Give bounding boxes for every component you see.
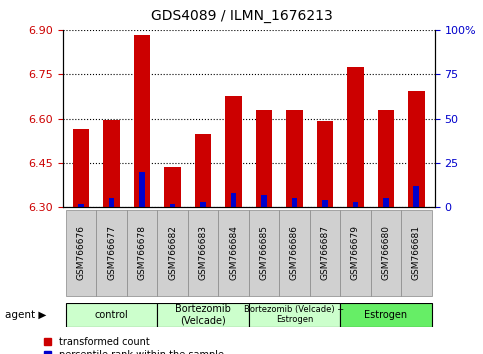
Bar [66, 210, 96, 296]
Bar [103, 120, 120, 207]
Bar [347, 67, 364, 207]
Bar [249, 303, 340, 327]
Bar [157, 210, 188, 296]
Text: GSM766687: GSM766687 [320, 225, 329, 280]
Bar [157, 303, 249, 327]
Text: GSM766679: GSM766679 [351, 225, 360, 280]
Bar [340, 303, 432, 327]
Bar [170, 204, 175, 207]
Bar [218, 210, 249, 296]
Bar [127, 210, 157, 296]
Bar [134, 35, 150, 207]
Bar [413, 186, 419, 207]
Bar [322, 200, 328, 207]
Bar [256, 110, 272, 207]
Text: GSM766678: GSM766678 [138, 225, 146, 280]
Bar [279, 210, 310, 296]
Bar [378, 110, 394, 207]
Bar [408, 91, 425, 207]
Bar [73, 129, 89, 207]
Bar [109, 198, 114, 207]
Text: GSM766683: GSM766683 [199, 225, 208, 280]
Text: Bortezomib (Velcade) +
Estrogen: Bortezomib (Velcade) + Estrogen [244, 305, 344, 324]
Bar [286, 110, 303, 207]
Bar [370, 210, 401, 296]
Bar [310, 210, 340, 296]
Text: GSM766686: GSM766686 [290, 225, 299, 280]
Bar [316, 121, 333, 207]
Text: GSM766684: GSM766684 [229, 225, 238, 280]
Text: control: control [95, 310, 128, 320]
Bar [78, 204, 84, 207]
Bar [383, 198, 389, 207]
Text: GSM766681: GSM766681 [412, 225, 421, 280]
Bar [230, 193, 237, 207]
Bar [292, 198, 298, 207]
Text: GSM766680: GSM766680 [382, 225, 390, 280]
Text: GDS4089 / ILMN_1676213: GDS4089 / ILMN_1676213 [151, 9, 332, 23]
Bar [66, 303, 157, 327]
Text: GSM766677: GSM766677 [107, 225, 116, 280]
Text: agent ▶: agent ▶ [5, 310, 46, 320]
Text: GSM766682: GSM766682 [168, 225, 177, 280]
Text: GSM766685: GSM766685 [259, 225, 269, 280]
Bar [353, 202, 358, 207]
Text: Estrogen: Estrogen [364, 310, 408, 320]
Bar [249, 210, 279, 296]
Bar [261, 195, 267, 207]
Bar [340, 210, 370, 296]
Bar [139, 172, 145, 207]
Legend: transformed count, percentile rank within the sample: transformed count, percentile rank withi… [43, 337, 224, 354]
Text: GSM766676: GSM766676 [77, 225, 85, 280]
Bar [401, 210, 432, 296]
Text: Bortezomib
(Velcade): Bortezomib (Velcade) [175, 304, 231, 326]
Bar [225, 97, 242, 207]
Bar [164, 167, 181, 207]
Bar [195, 134, 212, 207]
Bar [200, 202, 206, 207]
Bar [188, 210, 218, 296]
Bar [96, 210, 127, 296]
